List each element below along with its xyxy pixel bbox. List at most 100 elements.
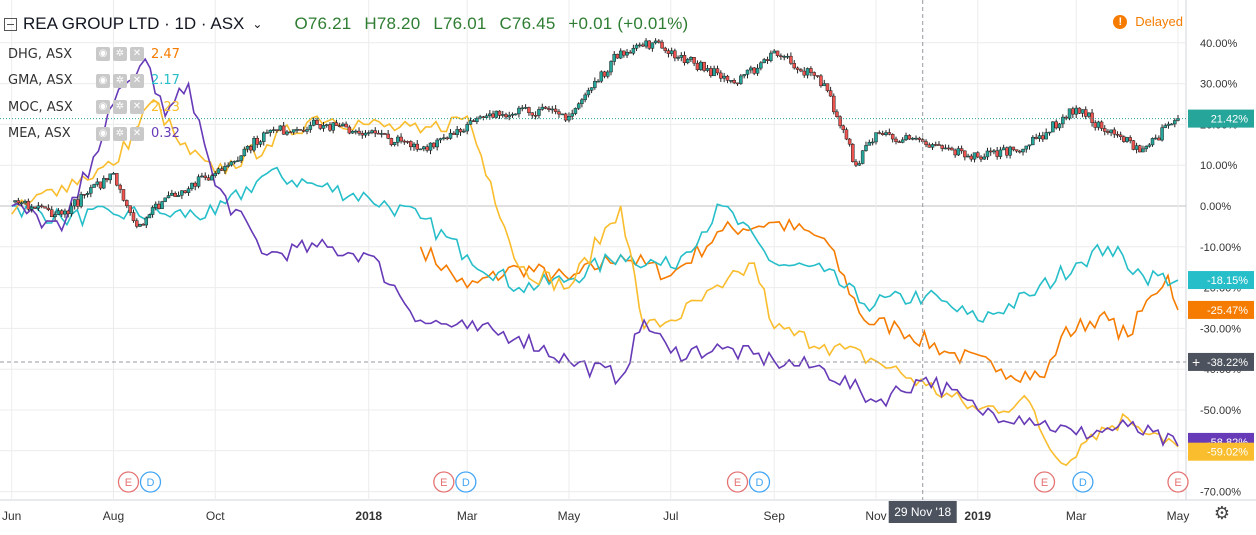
candle-body (719, 72, 723, 79)
candle-body (89, 187, 93, 194)
candle (602, 70, 607, 79)
candle (63, 208, 67, 218)
candle-body (606, 71, 610, 77)
candle-body (66, 210, 70, 215)
candle (163, 197, 167, 203)
close-icon[interactable]: ✕ (130, 47, 144, 62)
gear-icon[interactable]: ✲ (113, 126, 127, 141)
candle-body (383, 133, 387, 135)
candle (1163, 123, 1168, 129)
gear-icon[interactable]: ✲ (113, 100, 127, 115)
candle (1031, 135, 1035, 146)
candle-body (510, 113, 515, 116)
candle (497, 110, 502, 119)
candle-body (150, 207, 155, 215)
candle (1027, 144, 1032, 150)
candle (1125, 136, 1129, 143)
candle (982, 153, 986, 160)
candle (792, 60, 796, 70)
candle-body (702, 61, 706, 71)
candle-body (1144, 146, 1148, 150)
candle-body (822, 83, 827, 87)
compare-symbol-moc[interactable]: MOC, ASX (8, 99, 73, 115)
candle (462, 128, 466, 134)
candle (809, 66, 813, 77)
compare-symbol-dhg[interactable]: DHG, ASX (8, 46, 73, 62)
candle (170, 189, 174, 196)
candle (943, 144, 948, 150)
gear-icon[interactable]: ⚙ (1213, 503, 1230, 523)
candle-body (695, 62, 700, 70)
compare-symbol-gma[interactable]: GMA, ASX (8, 73, 73, 89)
candle (331, 121, 335, 134)
earnings-marker (1167, 471, 1189, 493)
candle-body (792, 63, 796, 69)
candle-body (412, 143, 416, 148)
close-icon[interactable]: ✕ (130, 126, 144, 141)
candle (914, 135, 918, 141)
candle-body (69, 205, 74, 215)
candle-body (376, 132, 381, 135)
candle (115, 173, 119, 187)
eye-icon[interactable]: ◉ (96, 47, 110, 62)
candle-body (673, 50, 677, 59)
candle (98, 181, 103, 191)
candle-body (144, 217, 149, 226)
candle (448, 129, 453, 140)
candle (1067, 108, 1072, 121)
candle-body (1008, 146, 1012, 156)
earnings-marker-label: E (125, 477, 132, 489)
candle-body (847, 138, 852, 145)
gear-icon[interactable]: ✲ (113, 47, 127, 62)
candle-body (415, 143, 419, 150)
main-legend: REA GROUP LTD · 1D · ASX ⌄ O76.21 H78.20… (0, 10, 696, 38)
chevron-down-icon[interactable]: ⌄ (252, 17, 263, 31)
candle-body (772, 50, 776, 54)
gear-icon[interactable]: ✲ (113, 73, 127, 88)
eye-icon[interactable]: ◉ (96, 73, 110, 88)
eye-icon[interactable]: ◉ (96, 126, 110, 141)
crosshair-date-box (888, 501, 957, 523)
candle-body (196, 176, 201, 187)
close-icon[interactable]: ✕ (130, 100, 144, 115)
candle-body (992, 150, 996, 153)
symbol-title[interactable]: REA GROUP LTD · 1D · ASX (23, 14, 245, 33)
candle-body (409, 141, 413, 148)
candle (979, 155, 983, 163)
candle (1001, 144, 1006, 151)
collapse-legend-icon[interactable] (4, 17, 17, 31)
candle-body (1160, 127, 1164, 141)
candle (785, 53, 790, 59)
candle (877, 130, 882, 135)
candle (193, 181, 197, 191)
close-icon[interactable]: ✕ (130, 73, 144, 88)
candle (663, 46, 667, 54)
candle (732, 78, 736, 85)
candle-body (835, 111, 839, 117)
candle (89, 184, 93, 198)
candle-body (497, 110, 502, 116)
compare-symbol-mea[interactable]: MEA, ASX (8, 126, 71, 142)
delayed-badge[interactable]: ! Delayed (1113, 14, 1183, 29)
candle-body (972, 152, 977, 160)
candle (458, 127, 463, 136)
candle (749, 65, 753, 74)
candle-body (663, 47, 667, 51)
candle (1061, 114, 1065, 128)
candle (367, 130, 371, 137)
high-value: H78.20 (364, 14, 421, 33)
series-line-dhg (419, 217, 1179, 384)
candle (1011, 146, 1016, 152)
candle (725, 74, 730, 84)
candle (415, 140, 419, 152)
candle-body (580, 99, 584, 104)
candle-body (190, 182, 194, 189)
compare-row-gma: GMA, ASX ◉ ✲ ✕ 2.17 (8, 68, 180, 95)
eye-icon[interactable]: ◉ (96, 100, 110, 115)
candle (985, 147, 990, 160)
candle (1122, 135, 1126, 143)
candle (226, 162, 230, 168)
candle-body (160, 201, 164, 210)
candle-body (354, 130, 358, 133)
